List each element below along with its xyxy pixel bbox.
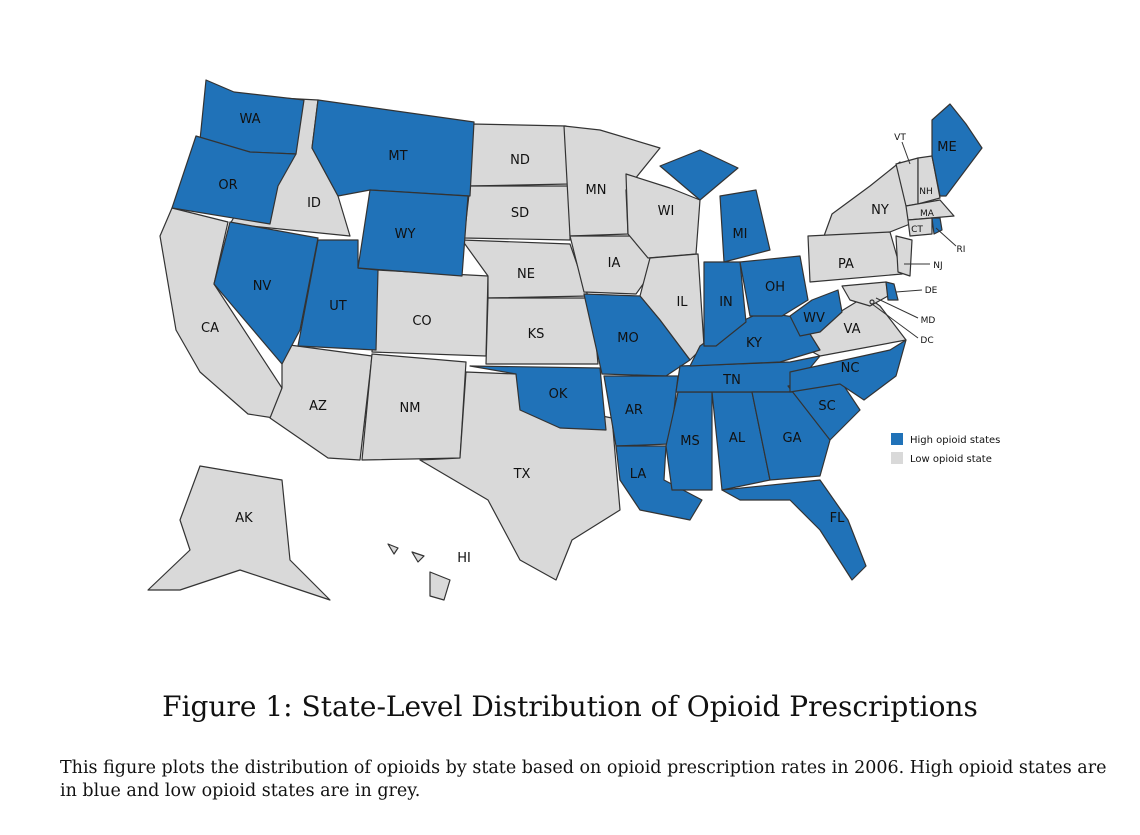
label-MN: MN [586,183,607,198]
label-CT: CT [911,225,923,235]
state-ME [931,103,983,197]
label-IL: IL [676,295,688,310]
label-PA: PA [838,257,854,272]
label-MA: MA [920,209,935,219]
label-MT: MT [388,149,407,164]
state-HI [387,543,451,601]
legend-swatch-high [891,433,903,445]
state-AK [147,465,331,601]
state-NH [917,155,941,205]
state-PA [807,231,903,283]
legend-label-low: Low opioid state [910,454,992,465]
label-NY: NY [871,203,889,218]
state-FL [721,479,867,581]
label-RI: RI [957,245,966,255]
state-CO [371,269,489,357]
state-DC [869,299,875,305]
state-NC [789,339,907,401]
label-CO: CO [412,314,431,329]
label-ME: ME [937,140,956,155]
label-KY: KY [746,336,762,351]
label-DC: DC [920,336,933,346]
label-TN: TN [722,373,741,388]
legend-label-high: High opioid states [910,435,1000,446]
label-LA: LA [630,467,647,482]
label-NH: NH [919,187,933,197]
label-AZ: AZ [309,399,327,414]
label-SC: SC [818,399,835,414]
label-IA: IA [608,256,621,271]
legend: High opioid states Low opioid state [891,433,1000,465]
legend-swatch-low [891,452,903,464]
state-MI [659,149,771,263]
label-OK: OK [549,387,568,402]
label-VA: VA [844,322,861,337]
label-SD: SD [511,206,529,221]
label-MS: MS [680,434,699,449]
label-ND: ND [510,153,530,168]
label-WI: WI [658,204,675,219]
label-AK: AK [235,511,253,526]
label-NV: NV [253,279,272,294]
label-FL: FL [830,511,845,526]
label-KS: KS [528,327,545,342]
label-AL: AL [729,431,746,446]
label-OH: OH [765,280,785,295]
label-CA: CA [201,321,219,336]
label-UT: UT [329,299,347,314]
state-WY [357,189,469,277]
state-CT [907,217,933,237]
state-NE [461,239,589,299]
state-RI [931,217,943,235]
figure-description: This figure plots the distribution of op… [60,758,1107,801]
label-MO: MO [617,331,638,346]
us-choropleth-map: WA OR CA NV ID MT WY UT AZ CO NM ND SD N… [147,79,1000,601]
state-NV [213,221,319,365]
state-MT [311,99,475,197]
label-DE: DE [925,286,938,296]
state-IN [703,261,747,347]
figure-caption: Figure 1: State-Level Distribution of Op… [162,690,978,723]
state-MA [905,199,955,221]
state-DE [885,281,899,301]
label-MI: MI [732,227,747,242]
label-IN: IN [719,295,733,310]
label-MD: MD [921,316,936,326]
label-NM: NM [400,401,421,416]
label-NJ: NJ [933,261,942,271]
state-OK [469,365,607,431]
state-CA [159,207,283,419]
label-WA: WA [239,112,260,127]
state-KS [485,297,599,365]
state-OH [739,255,809,317]
label-WY: WY [395,227,416,242]
state-LA [615,445,703,521]
state-NY [823,161,911,237]
label-TX: TX [513,467,531,482]
label-HI: HI [457,551,471,566]
label-GA: GA [783,431,802,446]
label-AR: AR [625,403,643,418]
state-NJ [895,235,913,277]
label-NC: NC [841,361,860,376]
state-MD [841,281,889,307]
state-OR [171,135,297,225]
label-ID: ID [307,196,321,211]
state-WV [789,289,843,337]
label-OR: OR [218,178,237,193]
label-NE: NE [517,267,535,282]
label-VT: VT [894,133,906,143]
label-WV: WV [803,311,825,326]
state-MO [583,293,691,377]
